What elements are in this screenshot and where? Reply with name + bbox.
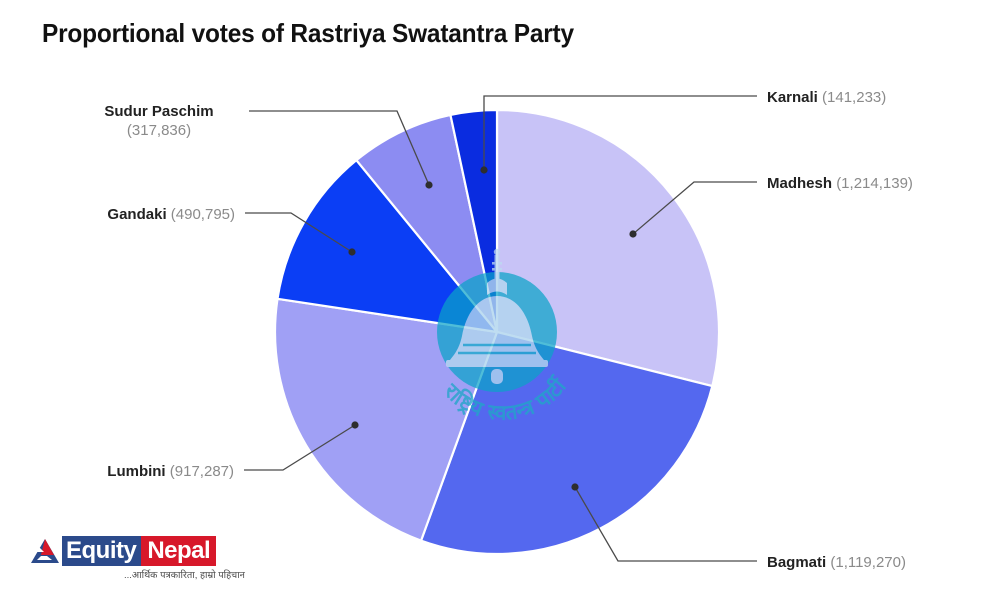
pie-label-gandaki-name: Gandaki — [107, 206, 167, 223]
pie-label-sudur-paschim: Sudur Paschim (317,836) — [79, 102, 239, 140]
pie-label-lumbini-value: (917,287) — [169, 463, 234, 480]
pie-label-sudur-paschim-name: Sudur Paschim — [104, 103, 214, 120]
page-title: Proportional votes of Rastriya Swatantra… — [42, 18, 574, 48]
logo-tagline: ...आर्थिक पत्रकारिता, हाम्रो पहिचान — [124, 570, 245, 581]
pie-label-madhesh-name: Madhesh — [767, 175, 833, 192]
pie-label-gandaki-value: (490,795) — [170, 206, 235, 223]
pie-slice-gandaki[interactable] — [276, 158, 500, 334]
leader-line-bagmati — [574, 486, 757, 562]
leader-dot-madhesh — [629, 230, 637, 238]
pie-label-madhesh-value: (1,214,139) — [836, 175, 913, 192]
pie-label-karnali-value: (141,233) — [822, 89, 887, 106]
leader-line-gandaki — [245, 212, 353, 253]
leader-line-group — [244, 95, 757, 562]
leader-line-madhesh — [632, 181, 757, 235]
leader-dot-group — [348, 166, 637, 491]
pie-label-karnali: Karnali (141,233) — [767, 88, 886, 107]
leader-dot-bagmati — [571, 483, 579, 491]
logo-word-equity: Equity — [62, 536, 142, 566]
leader-line-karnali — [483, 95, 757, 170]
leader-dot-gandaki — [348, 248, 356, 256]
emblem-bell-bands — [458, 343, 536, 355]
pie-label-lumbini: Lumbini (917,287) — [14, 462, 234, 481]
pie-label-bagmati: Bagmati (1,119,270) — [767, 553, 906, 572]
mountain-arrow-icon — [28, 536, 62, 566]
leader-line-sudur — [249, 110, 430, 186]
pie-label-madhesh: Madhesh (1,214,139) — [767, 174, 913, 193]
pie-slice-group — [273, 108, 721, 556]
leader-dot-karnali — [480, 166, 488, 174]
logo-word-nepal: Nepal — [141, 536, 217, 566]
pie-label-gandaki: Gandaki (490,795) — [14, 205, 235, 224]
leader-line-lumbini — [244, 424, 356, 471]
pie-label-bagmati-value: (1,119,270) — [830, 554, 906, 571]
logo-wordmark-row: Equity Nepal — [28, 536, 217, 566]
leader-dot-lumbini — [351, 421, 359, 429]
pie-label-karnali-name: Karnali — [767, 89, 818, 106]
rsp-emblem-watermark: राष्ट्रिय स्वतन्त्र पार्टी — [437, 248, 572, 425]
pie-slice-lumbini[interactable] — [273, 297, 499, 543]
leader-dot-sudur — [425, 181, 433, 189]
pie-label-sudur-paschim-value: (317,836) — [126, 122, 192, 139]
pie-label-lumbini-name: Lumbini — [107, 463, 166, 480]
pie-label-bagmati-name: Bagmati — [767, 554, 827, 571]
equity-nepal-logo: Equity Nepal ...आर्थिक पत्रकारिता, हाम्र… — [28, 536, 245, 592]
